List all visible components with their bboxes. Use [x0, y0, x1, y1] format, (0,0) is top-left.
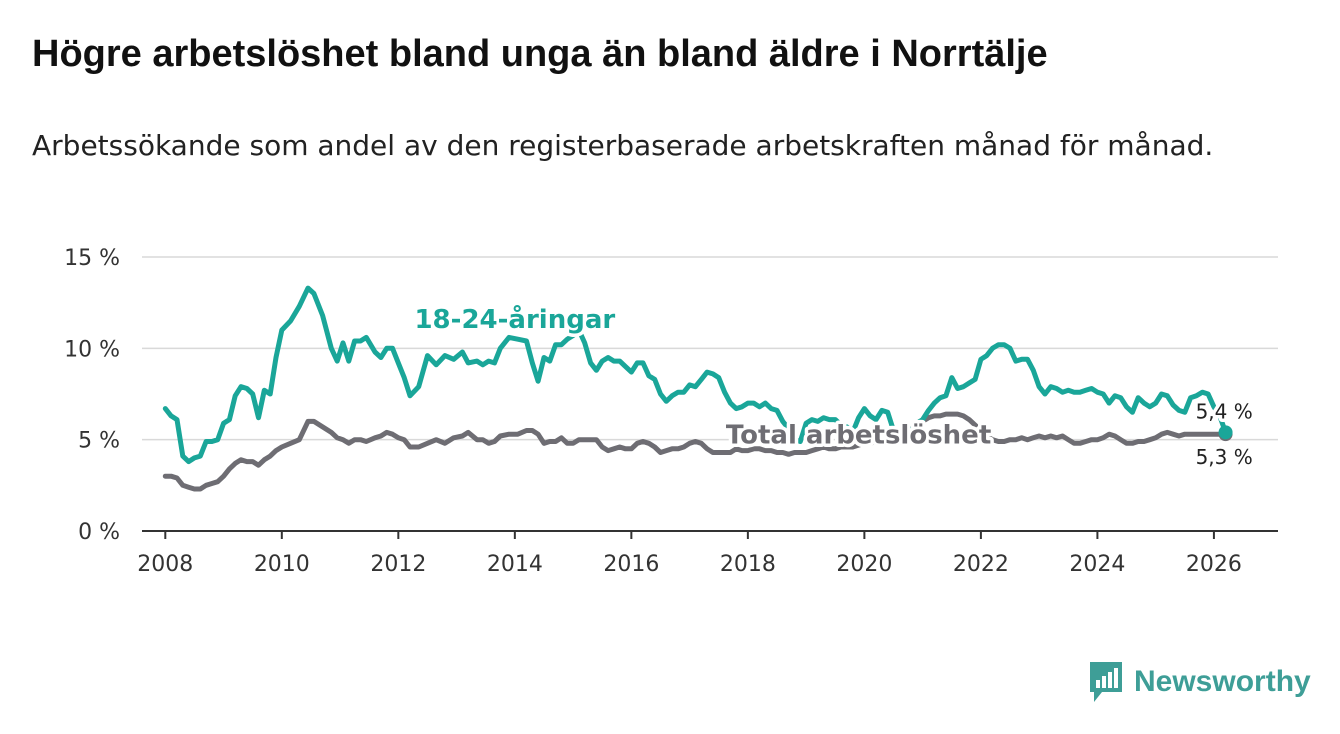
x-tick-label: 2010 — [254, 552, 310, 577]
series-label-youth: 18-24-åringar — [414, 303, 615, 335]
series-line-youth — [162, 285, 1229, 465]
y-tick-label: 5 % — [78, 429, 120, 454]
end-label-total: 5,3 % — [1196, 445, 1253, 469]
x-tick-label: 2016 — [603, 552, 659, 577]
series-line-total — [162, 411, 1229, 492]
end-point-youth — [1218, 425, 1233, 440]
axis-ticks: 0 % 5 % 10 % 15 % 2008 2010 2012 2014 2016 2018 20… — [64, 246, 1242, 577]
line-chart: 0 % 5 % 10 % 15 % 2008 2010 2012 2014 2016 2018 20… — [64, 246, 1278, 577]
x-tick-label: 2022 — [953, 552, 1009, 577]
brand-logo[interactable]: Newsworthy — [1088, 660, 1311, 704]
series-lines — [162, 285, 1233, 492]
gridlines — [142, 256, 1278, 532]
x-tick-label: 2026 — [1186, 552, 1242, 577]
y-tick-label: 10 % — [64, 337, 120, 362]
y-tick-label: 15 % — [64, 246, 120, 271]
y-tick-label: 0 % — [78, 520, 120, 545]
newsworthy-logo-icon — [1090, 662, 1122, 702]
x-tick-label: 2024 — [1069, 552, 1125, 577]
x-tick-label: 2014 — [487, 552, 543, 577]
x-tick-label: 2012 — [370, 552, 426, 577]
x-tick-label: 2020 — [836, 552, 892, 577]
brand-name: Newsworthy — [1134, 665, 1311, 698]
x-tick-label: 2018 — [720, 552, 776, 577]
x-tick-label: 2008 — [137, 552, 193, 577]
chart-title: Högre arbetslöshet bland unga än bland ä… — [32, 33, 1048, 75]
series-labels: 18-24-åringar Total arbetslöshet 5,4 % 5,3 … — [411, 300, 1256, 473]
end-label-youth: 5,4 % — [1196, 399, 1253, 423]
chart-subtitle: Arbetssökande som andel av den registerb… — [32, 129, 1214, 162]
series-label-total: Total arbetslöshet — [726, 420, 991, 450]
